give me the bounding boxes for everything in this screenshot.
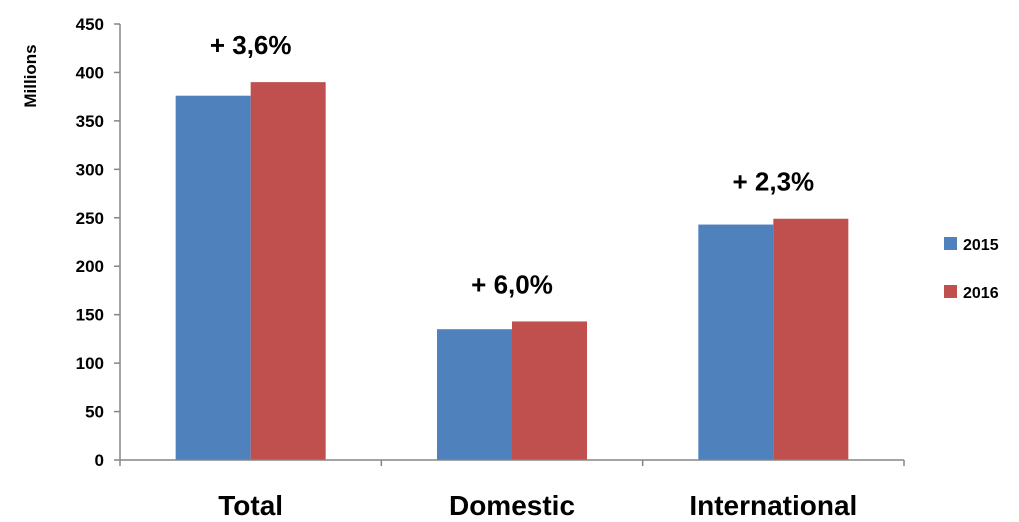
y-tick-label: 150 (76, 306, 104, 325)
bar-domestic-2016 (512, 321, 587, 460)
y-tick-label: 0 (95, 451, 104, 470)
y-tick-label: 200 (76, 257, 104, 276)
x-category-label: Domestic (449, 490, 575, 521)
bar-domestic-2015 (437, 329, 512, 460)
y-tick-label: 50 (85, 403, 104, 422)
y-tick-label: 250 (76, 209, 104, 228)
legend-swatch-2015 (944, 237, 957, 250)
y-tick-label: 100 (76, 354, 104, 373)
y-axis-label: Millions (21, 44, 40, 107)
y-tick-label: 450 (76, 15, 104, 34)
growth-annotation: + 3,6% (210, 30, 292, 60)
y-tick-label: 400 (76, 63, 104, 82)
legend-label: 2015 (963, 237, 999, 254)
x-category-label: Total (218, 490, 283, 521)
growth-annotation: + 6,0% (471, 269, 553, 299)
bar-total-2016 (250, 82, 326, 460)
y-tick-label: 350 (76, 112, 104, 131)
legend-label: 2016 (963, 285, 999, 302)
x-category-label: International (689, 490, 857, 521)
growth-annotation: + 2,3% (732, 167, 814, 197)
legend: 2015 2016 (944, 237, 999, 302)
bar-international-2016 (773, 218, 849, 460)
bar-total-2015 (175, 95, 251, 460)
bar-international-2015 (698, 224, 774, 460)
y-tick-label: 300 (76, 160, 104, 179)
legend-swatch-2016 (944, 285, 957, 298)
